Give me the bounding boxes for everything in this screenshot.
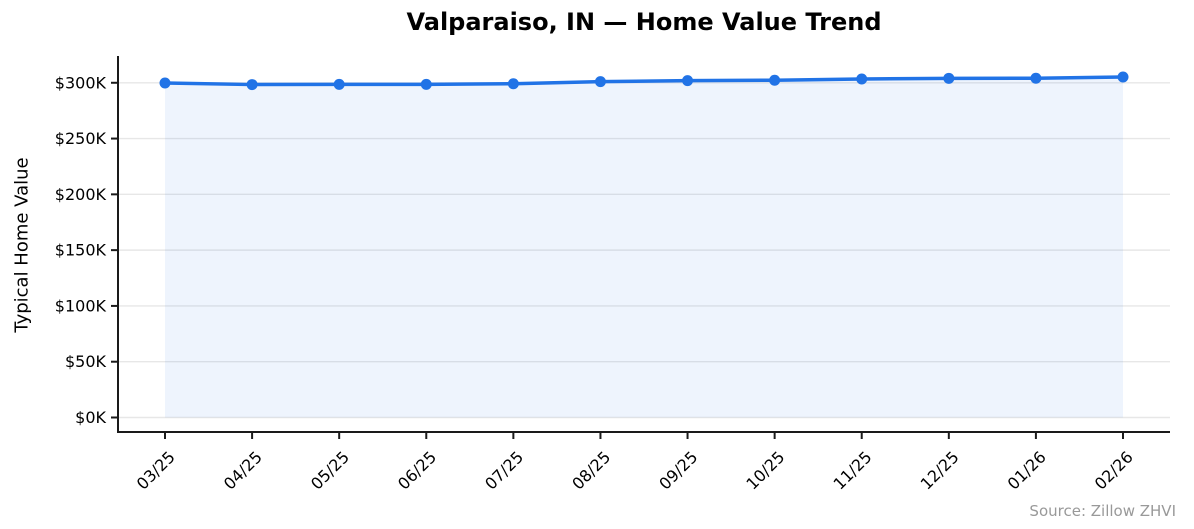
- y-tick-label: $100K: [55, 296, 107, 315]
- trend-line: [163, 75, 1125, 87]
- chart-title: Valparaiso, IN — Home Value Trend: [406, 8, 882, 36]
- x-tick-label: 03/25: [133, 447, 179, 493]
- x-tick-label: 07/25: [481, 447, 527, 493]
- y-tick-label: $0K: [75, 408, 106, 427]
- x-tick-label: 06/25: [394, 447, 440, 493]
- x-tick-label: 01/26: [1004, 447, 1050, 493]
- data-point: [856, 73, 868, 85]
- x-tick-label: 11/25: [830, 447, 876, 493]
- x-tick-label: 09/25: [655, 447, 701, 493]
- y-axis-title: Typical Home Value: [11, 157, 33, 333]
- data-point: [769, 74, 781, 86]
- source-note: Source: Zillow ZHVI: [1029, 502, 1176, 520]
- data-point: [1030, 72, 1042, 84]
- data-point: [507, 78, 519, 90]
- x-tick-label: 12/25: [917, 447, 963, 493]
- data-point: [159, 77, 171, 89]
- area-fill: [165, 76, 1123, 418]
- x-tick-label: 02/26: [1091, 447, 1137, 493]
- y-tick-label: $50K: [65, 352, 107, 371]
- y-tick-label: $200K: [55, 185, 107, 204]
- y-tick-label: $300K: [55, 73, 107, 92]
- data-point: [682, 75, 694, 87]
- x-tick-label: 05/25: [307, 447, 353, 493]
- data-point: [943, 72, 955, 84]
- y-tick-label: $150K: [55, 241, 107, 260]
- x-tick-label: 10/25: [742, 447, 788, 493]
- x-tick-label: 04/25: [220, 447, 266, 493]
- data-point: [246, 79, 258, 91]
- data-point: [594, 76, 606, 88]
- x-tick-label: 08/25: [568, 447, 614, 493]
- y-tick-label: $250K: [55, 129, 107, 148]
- data-point: [333, 78, 345, 90]
- data-point: [420, 78, 432, 90]
- data-point: [1117, 71, 1129, 83]
